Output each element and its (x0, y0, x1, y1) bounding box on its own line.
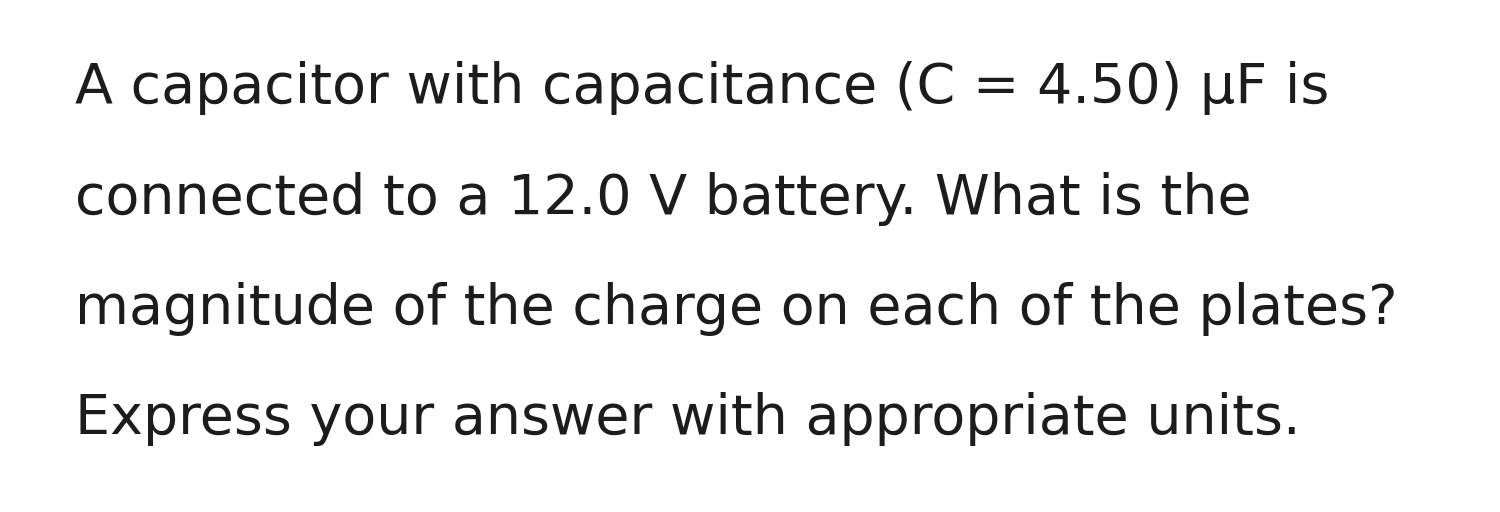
Text: A capacitor with capacitance (C = 4.50) μF is: A capacitor with capacitance (C = 4.50) … (75, 61, 1329, 115)
Text: magnitude of the charge on each of the plates?: magnitude of the charge on each of the p… (75, 282, 1398, 335)
Text: Express your answer with appropriate units.: Express your answer with appropriate uni… (75, 392, 1300, 445)
Text: connected to a 12.0 V battery. What is the: connected to a 12.0 V battery. What is t… (75, 172, 1251, 225)
